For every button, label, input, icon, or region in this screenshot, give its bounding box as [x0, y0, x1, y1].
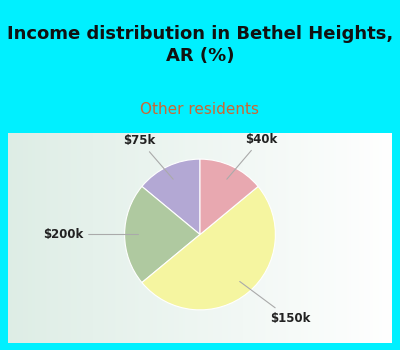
- Text: $200k: $200k: [43, 228, 138, 241]
- Wedge shape: [142, 159, 200, 234]
- Text: $150k: $150k: [240, 281, 310, 325]
- Text: Other residents: Other residents: [140, 102, 260, 117]
- Wedge shape: [200, 159, 258, 234]
- Wedge shape: [142, 187, 275, 310]
- Text: $40k: $40k: [227, 133, 277, 179]
- Wedge shape: [125, 187, 200, 282]
- Text: Income distribution in Bethel Heights,
AR (%): Income distribution in Bethel Heights, A…: [7, 25, 393, 65]
- Text: $75k: $75k: [124, 134, 173, 179]
